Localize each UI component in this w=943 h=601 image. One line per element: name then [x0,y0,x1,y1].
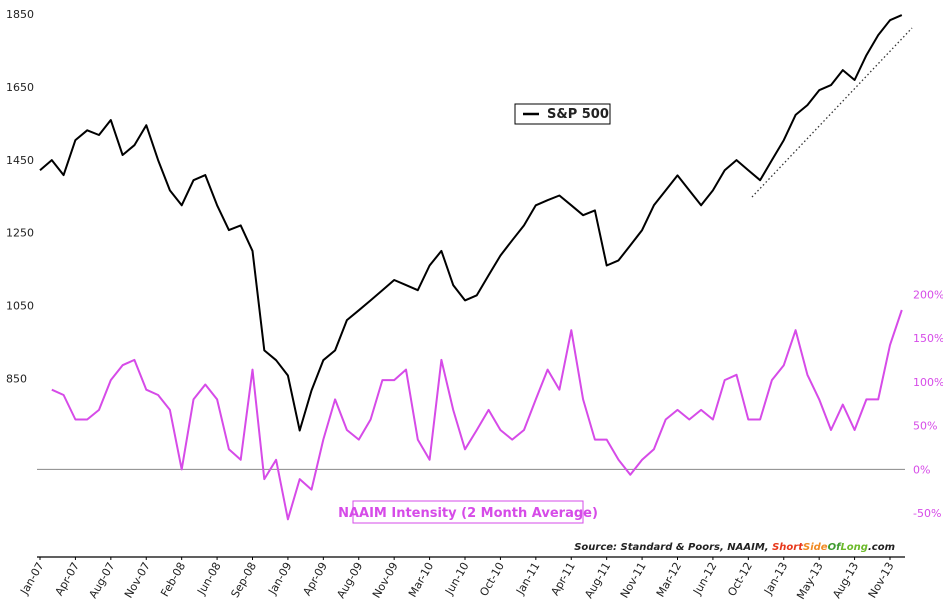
x-tick-label: Sep-08 [228,560,259,600]
y-tick-label: 1050 [6,300,34,313]
source-text: Source: Standard & Poors, NAAIM, [574,542,768,553]
source-site: Short [772,542,804,553]
source-site: Of [828,542,843,553]
x-tick-label: Jun-08 [194,560,223,598]
x-tick-label: Jan-09 [265,560,294,598]
x-tick-label: Apr-09 [301,560,330,598]
x-tick-label: Mar-10 [406,560,436,599]
x-tick-label: Mar-12 [654,560,684,599]
y2-tick-label: 200% [913,288,943,301]
x-tick-label: Aug-07 [86,560,117,601]
y2-tick-label: 0% [913,463,930,476]
naaim-box [352,500,584,524]
y-tick-label: 1250 [6,227,34,240]
source-site: .com [868,542,895,553]
x-tick-label: Apr-07 [53,560,82,598]
y2-tick-label: 100% [913,376,943,389]
x-tick-label: Nov-11 [618,560,649,600]
source-site: Long [840,542,868,553]
y-tick-label: 1850 [6,8,34,21]
x-tick-label: Jan-13 [761,560,790,598]
y2-tick-label: 150% [913,332,943,345]
x-tick-label: Jun-12 [690,560,719,598]
x-tick-label: Feb-08 [158,560,188,599]
legend-box [514,103,611,125]
y2-tick-label: 50% [913,420,937,433]
y2-tick-label: -50% [913,507,941,520]
x-tick-label: May-13 [794,560,826,601]
trend-line [751,27,913,198]
y-tick-label: 1450 [6,154,34,167]
x-tick-label: Oct-10 [477,560,507,599]
y-tick-label: 850 [6,372,27,385]
x-tick-label: Jun-10 [442,560,471,598]
source-site: Side [803,542,828,553]
x-tick-label: Nov-07 [122,560,153,600]
x-tick-label: Aug-09 [334,560,365,601]
x-tick-label: Nov-09 [370,560,401,600]
x-tick-label: Aug-13 [830,560,861,601]
legend: S&P 500 [514,103,611,125]
legend-label: S&P 500 [547,107,609,122]
series-line [51,309,903,521]
x-tick-label: Nov-13 [866,560,897,600]
x-tick-label: Oct-12 [725,560,755,599]
y-tick-label: 1650 [6,81,34,94]
x-tick-label: Apr-11 [548,560,577,598]
naaim-label: NAAIM Intensity (2 Month Average) [338,500,598,524]
series-line [39,14,903,432]
naaim-legend-label: NAAIM Intensity (2 Month Average) [338,506,598,521]
source: Source: Standard & Poors, NAAIM, ShortSi… [574,542,895,553]
x-tick-label: Jan-11 [513,560,542,598]
x-tick-label: Jan-07 [17,560,46,598]
x-tick-label: Aug-11 [582,560,613,601]
